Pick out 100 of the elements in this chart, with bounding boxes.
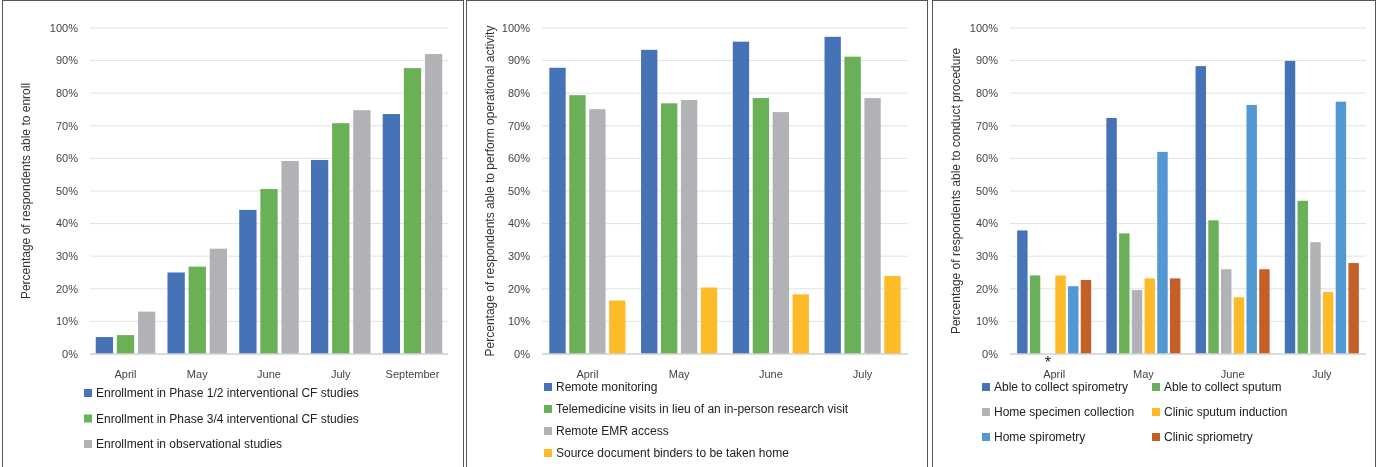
y-tick-label: 80% (55, 87, 79, 100)
x-tick-label: April (114, 368, 137, 380)
x-tick-label: April (1043, 368, 1066, 380)
bar (609, 300, 626, 354)
bar (1208, 220, 1219, 354)
bar (137, 311, 156, 354)
legend-label: Telemedicine visits in lieu of an in-person research visit (556, 402, 849, 416)
y-tick-label: 50% (507, 184, 531, 197)
y-tick-label: 100% (501, 21, 531, 34)
bar (772, 112, 789, 354)
y-tick-label: 60% (975, 152, 999, 165)
y-axis-title: Percentage of respondents able to conduct procedure (949, 47, 963, 335)
y-tick-label: 20% (507, 282, 531, 295)
legend-label: Remote EMR access (556, 424, 669, 438)
bar (116, 335, 135, 354)
x-tick-label: September (385, 368, 440, 380)
bar (95, 337, 114, 354)
y-tick-label: 100% (969, 21, 999, 34)
y-tick-label: 40% (975, 217, 999, 230)
bar (1080, 280, 1092, 354)
y-tick-label: 0% (62, 347, 79, 360)
legend-label: Clinic spriometry (1164, 430, 1253, 444)
bar (824, 36, 841, 354)
y-tick-label: 70% (975, 119, 999, 132)
bar (792, 294, 809, 354)
x-tick-label: July (852, 368, 873, 380)
bar (1017, 230, 1028, 354)
y-tick-label: 20% (55, 282, 79, 295)
x-tick-label: July (1312, 368, 1333, 380)
bar (1335, 101, 1347, 354)
y-tick-label: 30% (975, 250, 999, 263)
bar (661, 103, 678, 354)
bar (844, 56, 861, 354)
legend-label: Enrollment in Phase 1/2 interventional CF studies (96, 386, 359, 400)
bar (260, 189, 278, 354)
bar (332, 123, 350, 354)
bar (382, 114, 401, 354)
y-tick-label: 30% (55, 250, 79, 263)
legend-label: Source document binders to be taken home (556, 446, 790, 460)
bar (1310, 242, 1321, 354)
x-tick-label: June (257, 368, 281, 380)
bar (549, 67, 566, 354)
bar (424, 54, 443, 354)
bar (1322, 292, 1334, 354)
bar (188, 266, 206, 354)
x-tick-label: July (330, 368, 352, 380)
bar (1284, 60, 1296, 354)
bar (884, 276, 901, 354)
bar (239, 209, 257, 354)
bar (1157, 151, 1168, 354)
y-tick-label: 90% (975, 54, 999, 67)
y-axis-title: Percentage of respondents able to perform operational activity (483, 25, 497, 357)
legend-label: Remote monitoring (556, 380, 658, 394)
bar (589, 109, 606, 354)
annotation: * (1044, 354, 1051, 371)
legend-label: Home specimen collection (994, 405, 1135, 419)
bar (1169, 278, 1181, 354)
y-tick-label: 50% (975, 184, 999, 197)
y-tick-label: 60% (55, 152, 79, 165)
bar (1106, 117, 1117, 354)
legend-label: Enrollment in observational studies (96, 437, 283, 451)
x-tick-label: April (576, 368, 599, 380)
bar (353, 110, 371, 354)
y-tick-label: 40% (55, 217, 79, 230)
legend-label: Clinic sputum induction (1164, 405, 1288, 419)
y-tick-label: 20% (975, 282, 999, 295)
bar (700, 287, 718, 354)
bar (1131, 290, 1143, 354)
y-tick-label: 50% (55, 184, 79, 197)
x-tick-label: June (1220, 368, 1245, 380)
bar (1055, 275, 1066, 354)
y-axis-title: Percentage of respondents able to enroll (19, 82, 33, 300)
bar (864, 98, 881, 354)
bar (403, 68, 422, 354)
bar (1029, 275, 1041, 354)
y-tick-label: 70% (55, 119, 79, 132)
bar (752, 98, 770, 354)
y-tick-label: 0% (514, 347, 531, 360)
y-tick-label: 40% (507, 217, 531, 230)
x-tick-label: June (758, 368, 783, 380)
bar (1195, 66, 1207, 354)
y-tick-label: 10% (507, 315, 531, 328)
bar (209, 248, 228, 354)
legend-label: Able to collect sputum (1164, 380, 1282, 394)
x-tick-label: May (186, 368, 209, 380)
bar (641, 49, 658, 354)
y-tick-label: 10% (975, 315, 999, 328)
y-tick-label: 90% (55, 54, 79, 67)
bar (680, 100, 698, 354)
bar (281, 161, 299, 354)
bar (1297, 200, 1308, 354)
legend-label: Enrollment in Phase 3/4 interventional CF studies (96, 411, 359, 426)
bar (1246, 104, 1257, 354)
bar (1259, 269, 1270, 354)
y-tick-label: 0% (982, 347, 999, 360)
bar (1221, 269, 1232, 354)
y-tick-label: 30% (507, 250, 531, 263)
bar (310, 160, 329, 354)
bar (1348, 263, 1359, 354)
y-tick-label: 10% (55, 315, 79, 328)
